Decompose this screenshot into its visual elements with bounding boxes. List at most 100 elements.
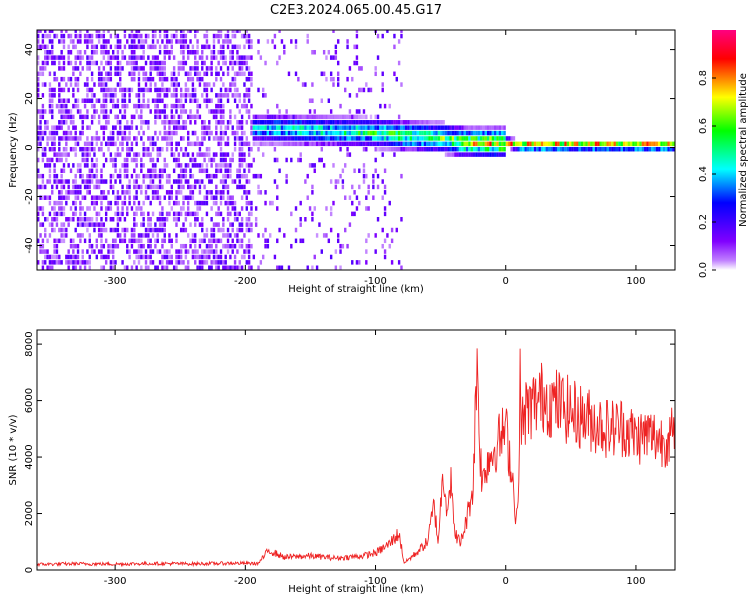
heatmap-cell bbox=[329, 55, 333, 60]
heatmap-cell bbox=[107, 254, 110, 260]
heatmap-cell bbox=[320, 130, 323, 136]
heatmap-cell bbox=[182, 66, 185, 71]
heatmap-cell bbox=[259, 55, 263, 60]
heatmap-cell bbox=[37, 33, 40, 39]
heatmap-cell bbox=[247, 163, 251, 168]
heatmap-cell bbox=[172, 200, 176, 206]
heatmap-cell bbox=[236, 227, 239, 233]
heatmap-cell bbox=[353, 136, 356, 141]
heatmap-cell bbox=[179, 49, 183, 55]
heatmap-cell bbox=[369, 87, 373, 93]
heatmap-cell bbox=[158, 44, 162, 50]
heatmap-cell bbox=[355, 55, 359, 60]
heatmap-cell bbox=[104, 60, 108, 66]
heatmap-cell bbox=[318, 130, 321, 136]
heatmap-cell bbox=[69, 82, 73, 87]
heatmap-cell bbox=[163, 87, 166, 93]
heatmap-cell bbox=[163, 222, 166, 227]
heatmap-cell bbox=[238, 146, 241, 152]
heatmap-cell bbox=[90, 93, 94, 98]
heatmap-cell bbox=[86, 136, 89, 141]
heatmap-cell bbox=[58, 109, 61, 114]
heatmap-cell bbox=[133, 136, 136, 141]
heatmap-cell bbox=[114, 44, 117, 50]
heatmap-cell bbox=[381, 195, 384, 200]
heatmap-cell bbox=[269, 114, 272, 120]
heatmap-cell bbox=[191, 141, 195, 147]
heatmap-cell bbox=[210, 130, 213, 136]
heatmap-cell bbox=[344, 130, 347, 136]
heatmap-cell bbox=[102, 265, 106, 270]
heatmap-cell bbox=[536, 146, 539, 152]
heatmap-cell bbox=[503, 152, 506, 157]
heatmap-cell bbox=[334, 249, 338, 254]
heatmap-cell bbox=[264, 93, 267, 98]
heatmap-cell bbox=[376, 217, 380, 222]
heatmap-cell bbox=[196, 179, 199, 184]
heatmap-cell bbox=[261, 125, 265, 130]
heatmap-cell bbox=[501, 141, 504, 147]
heatmap-cell bbox=[365, 136, 368, 141]
heatmap-cell bbox=[240, 173, 244, 179]
heatmap-cell bbox=[278, 130, 281, 136]
heatmap-cell bbox=[142, 49, 145, 55]
heatmap-cell bbox=[245, 33, 248, 39]
heatmap-cell bbox=[390, 238, 394, 244]
heatmap-cell bbox=[336, 120, 340, 125]
heatmap-cell bbox=[107, 136, 110, 141]
heatmap-cell bbox=[308, 136, 312, 141]
heatmap-cell bbox=[496, 130, 499, 136]
heatmap-cell bbox=[203, 200, 206, 206]
heatmap-cell bbox=[165, 260, 169, 265]
heatmap-cell bbox=[486, 125, 490, 130]
heatmap-cell bbox=[273, 130, 277, 136]
heatmap-cell bbox=[369, 130, 373, 136]
heatmap-cell bbox=[74, 184, 77, 190]
heatmap-cell bbox=[93, 249, 96, 254]
heatmap-cell bbox=[231, 125, 234, 130]
heatmap-cell bbox=[203, 44, 206, 50]
heatmap-cell bbox=[290, 141, 293, 147]
heatmap-cell bbox=[142, 179, 145, 184]
heatmap-cell bbox=[285, 179, 288, 184]
heatmap-cell bbox=[65, 98, 68, 103]
heatmap-cell bbox=[386, 141, 389, 147]
heatmap-cell bbox=[60, 66, 63, 71]
heatmap-cell bbox=[257, 39, 260, 44]
heatmap-cell bbox=[72, 211, 75, 217]
heatmap-cell bbox=[629, 141, 633, 147]
heatmap-cell bbox=[475, 130, 478, 136]
heatmap-cell bbox=[142, 211, 145, 217]
heatmap-cell bbox=[526, 141, 530, 147]
heatmap-cell bbox=[254, 114, 258, 120]
heatmap-cell bbox=[379, 136, 382, 141]
heatmap-cell bbox=[53, 211, 56, 217]
heatmap-cell bbox=[102, 190, 106, 195]
heatmap-cell bbox=[51, 190, 54, 195]
heatmap-cell bbox=[135, 125, 138, 130]
snr-y-axis-label: SNR (10 * v/v) bbox=[8, 414, 19, 485]
heatmap-cell bbox=[65, 195, 68, 200]
heatmap-cell bbox=[93, 103, 96, 109]
heatmap-cell bbox=[128, 200, 131, 206]
heatmap-cell bbox=[154, 227, 157, 233]
heatmap-cell bbox=[170, 49, 173, 55]
heatmap-cell bbox=[76, 190, 80, 195]
heatmap-cell bbox=[322, 141, 326, 147]
heatmap-cell bbox=[186, 87, 190, 93]
heatmap-cell bbox=[48, 30, 52, 33]
heatmap-cell bbox=[100, 103, 103, 109]
heatmap-cell bbox=[533, 141, 537, 147]
heatmap-cell bbox=[76, 254, 80, 260]
heatmap-cell bbox=[37, 184, 40, 190]
heatmap-cell bbox=[65, 200, 68, 206]
heatmap-cell bbox=[48, 168, 52, 174]
heatmap-cell bbox=[102, 98, 106, 103]
heatmap-cell bbox=[175, 190, 178, 195]
heatmap-cell bbox=[259, 260, 263, 265]
heatmap-cell bbox=[41, 114, 45, 120]
heatmap-cell bbox=[247, 109, 251, 114]
heatmap-cell bbox=[456, 152, 459, 157]
heatmap-cell bbox=[315, 120, 319, 125]
heatmap-cell bbox=[100, 82, 103, 87]
